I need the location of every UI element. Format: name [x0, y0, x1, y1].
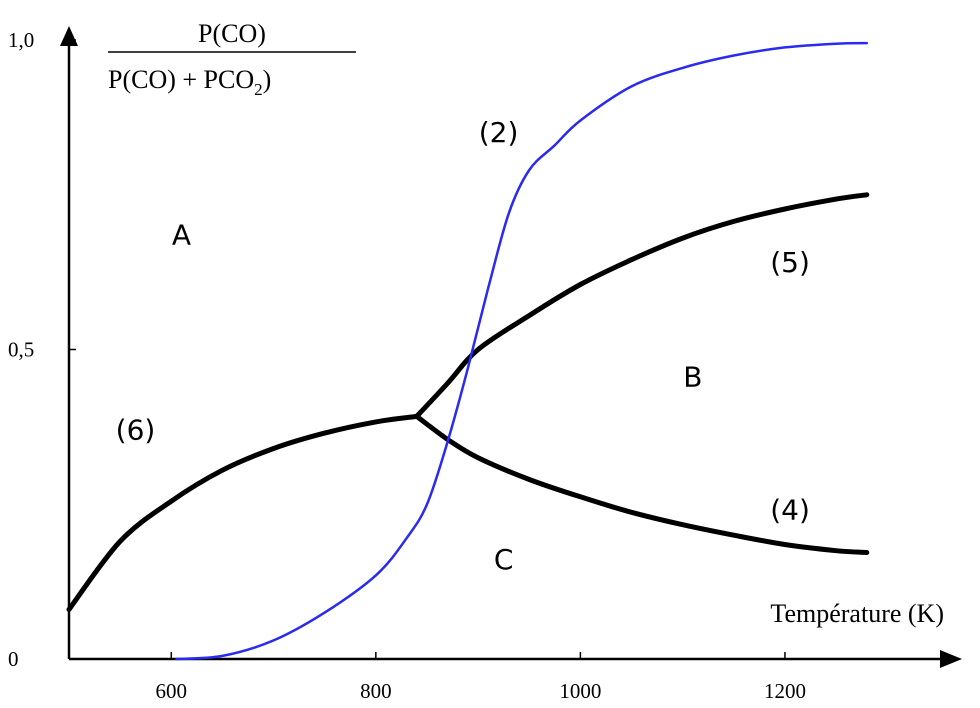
curve-label: (5)	[770, 246, 810, 279]
annotations-layer: (2) (5) (6) (4) A B C	[116, 116, 810, 576]
y-axis-denominator-close: )	[263, 65, 272, 94]
axes	[60, 26, 962, 668]
y-axis-numerator: P(CO)	[198, 19, 266, 48]
series-line-2	[175, 41, 869, 661]
x-axis-title: Température (K)	[770, 599, 944, 628]
series-line-4	[414, 413, 870, 555]
series-line-5	[414, 192, 870, 419]
y-axis-denominator: P(CO) + PCO2)	[108, 65, 271, 99]
x-axis-arrow-icon	[940, 650, 962, 668]
ticks: 600 800 1000 1200 0 0,5 1,0	[8, 28, 806, 703]
curve-label: (2)	[479, 116, 519, 149]
series-layer	[66, 41, 870, 661]
x-tick-label: 800	[360, 679, 392, 703]
y-tick-label: 0	[8, 647, 19, 671]
x-tick-label: 1200	[764, 679, 806, 703]
x-tick-label: 600	[156, 679, 188, 703]
curve-label: (6)	[116, 413, 156, 446]
y-axis-denominator-subscript: 2	[254, 80, 263, 99]
series-line-6	[66, 413, 420, 612]
y-tick-label: 1,0	[8, 28, 34, 52]
x-tick-label: 1000	[559, 679, 601, 703]
region-label: A	[172, 218, 191, 251]
y-axis-title: P(CO) P(CO) + PCO2)	[108, 19, 356, 99]
curve-label: (4)	[770, 494, 810, 527]
region-label: C	[494, 543, 514, 576]
region-label: B	[683, 361, 702, 394]
y-axis-denominator-main: P(CO) + PCO	[108, 65, 254, 94]
y-tick-label: 0,5	[8, 338, 34, 362]
y-axis-arrow-icon	[60, 26, 78, 46]
